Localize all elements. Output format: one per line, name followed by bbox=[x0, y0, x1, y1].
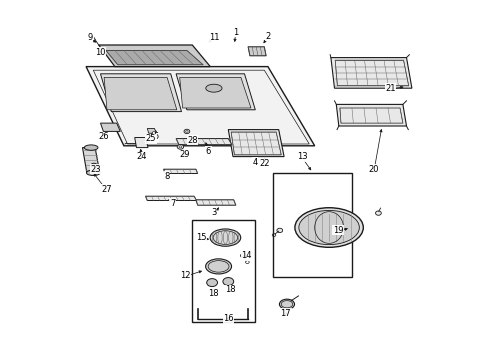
Text: 9: 9 bbox=[88, 33, 93, 42]
Polygon shape bbox=[101, 123, 120, 131]
Ellipse shape bbox=[298, 210, 359, 245]
Text: 10: 10 bbox=[95, 48, 105, 57]
Text: 4: 4 bbox=[252, 158, 257, 166]
Text: 5: 5 bbox=[153, 132, 159, 141]
Text: 3: 3 bbox=[211, 208, 216, 217]
Bar bbox=[192, 220, 255, 322]
Text: 26: 26 bbox=[98, 132, 108, 141]
Text: 14: 14 bbox=[241, 251, 251, 260]
Polygon shape bbox=[104, 77, 177, 110]
Polygon shape bbox=[101, 74, 181, 112]
Ellipse shape bbox=[240, 253, 246, 258]
Ellipse shape bbox=[294, 208, 363, 247]
Polygon shape bbox=[106, 50, 203, 65]
Ellipse shape bbox=[183, 129, 189, 134]
Text: 18: 18 bbox=[208, 289, 219, 298]
Ellipse shape bbox=[177, 145, 183, 149]
Ellipse shape bbox=[205, 259, 231, 274]
Text: 25: 25 bbox=[145, 134, 156, 143]
Text: 1: 1 bbox=[232, 28, 238, 37]
Polygon shape bbox=[86, 67, 314, 146]
Polygon shape bbox=[176, 139, 231, 145]
Ellipse shape bbox=[375, 211, 381, 215]
Text: 29: 29 bbox=[180, 150, 190, 159]
Text: 2: 2 bbox=[264, 32, 270, 41]
Polygon shape bbox=[228, 130, 284, 157]
Text: 8: 8 bbox=[164, 172, 169, 181]
Polygon shape bbox=[336, 104, 406, 126]
Text: 16: 16 bbox=[223, 314, 233, 323]
Text: 23: 23 bbox=[90, 165, 101, 174]
Text: 20: 20 bbox=[368, 165, 379, 174]
Polygon shape bbox=[99, 45, 210, 67]
Text: 19: 19 bbox=[332, 226, 343, 235]
Text: 17: 17 bbox=[280, 309, 291, 318]
Ellipse shape bbox=[91, 163, 97, 168]
Text: 28: 28 bbox=[186, 136, 197, 145]
Text: 15: 15 bbox=[196, 233, 206, 242]
Polygon shape bbox=[134, 138, 148, 148]
Text: 11: 11 bbox=[208, 33, 219, 42]
Ellipse shape bbox=[151, 130, 156, 135]
Polygon shape bbox=[163, 169, 197, 174]
Text: 12: 12 bbox=[180, 271, 190, 280]
Bar bbox=[273, 173, 352, 277]
Polygon shape bbox=[330, 58, 411, 88]
Polygon shape bbox=[247, 47, 265, 56]
Polygon shape bbox=[176, 74, 255, 110]
Polygon shape bbox=[147, 129, 156, 133]
Text: 13: 13 bbox=[296, 152, 307, 161]
Ellipse shape bbox=[205, 84, 222, 92]
Ellipse shape bbox=[276, 228, 282, 233]
Polygon shape bbox=[145, 196, 196, 201]
Ellipse shape bbox=[84, 145, 98, 150]
Text: 6: 6 bbox=[205, 147, 211, 156]
Text: 21: 21 bbox=[384, 84, 395, 93]
Ellipse shape bbox=[86, 170, 100, 175]
Ellipse shape bbox=[279, 299, 294, 309]
Polygon shape bbox=[179, 77, 250, 108]
Polygon shape bbox=[196, 200, 235, 205]
Text: 22: 22 bbox=[259, 159, 269, 168]
Text: 18: 18 bbox=[224, 285, 235, 294]
Ellipse shape bbox=[210, 229, 240, 246]
Ellipse shape bbox=[223, 278, 233, 285]
Ellipse shape bbox=[206, 279, 217, 287]
Polygon shape bbox=[82, 148, 100, 173]
Text: 27: 27 bbox=[101, 185, 112, 194]
Text: 7: 7 bbox=[169, 199, 175, 208]
Text: 24: 24 bbox=[136, 152, 147, 161]
